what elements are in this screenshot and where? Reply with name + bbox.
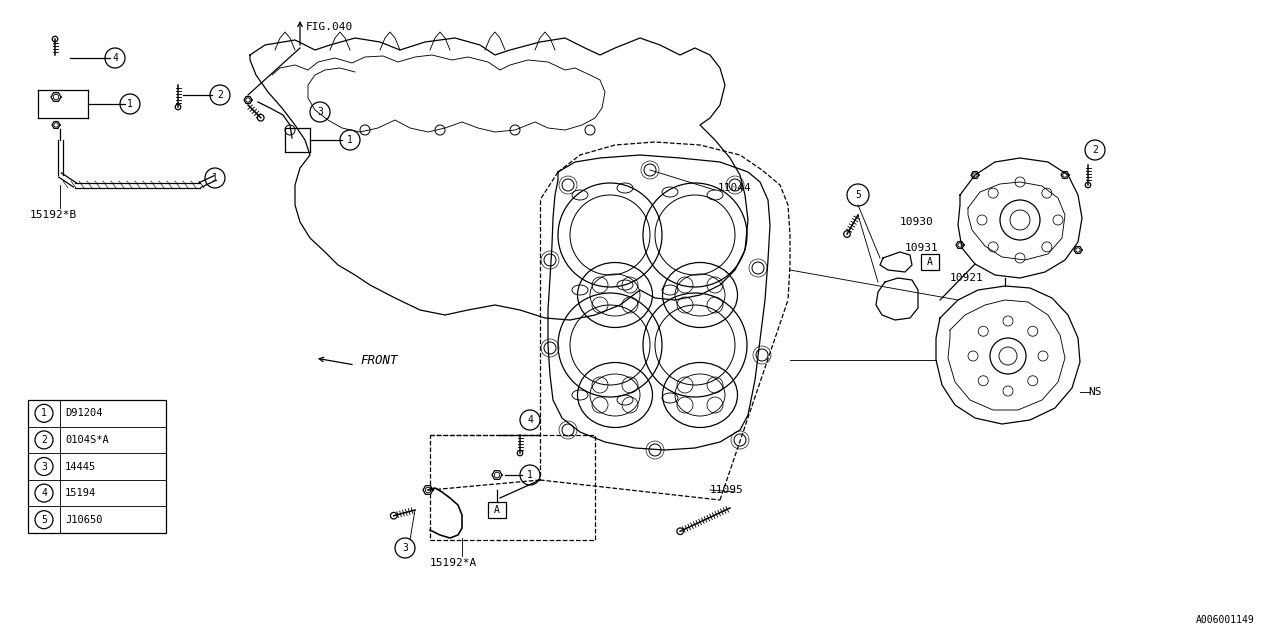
Text: 5: 5 — [855, 190, 861, 200]
Text: 2: 2 — [1092, 145, 1098, 155]
Text: 0104S*A: 0104S*A — [65, 435, 109, 445]
Text: 2: 2 — [41, 435, 47, 445]
Text: 1: 1 — [212, 173, 218, 183]
Text: 1: 1 — [127, 99, 133, 109]
Text: 15192*B: 15192*B — [29, 210, 77, 220]
Bar — [922, 254, 940, 270]
Text: 11095: 11095 — [710, 485, 744, 495]
Text: J10650: J10650 — [65, 515, 102, 525]
Text: 15192*A: 15192*A — [430, 558, 477, 568]
Text: 2: 2 — [218, 90, 223, 100]
Text: 4: 4 — [527, 415, 532, 425]
Text: 10931: 10931 — [905, 243, 938, 253]
Text: 3: 3 — [317, 107, 323, 117]
Text: 15194: 15194 — [65, 488, 96, 498]
Bar — [430, 435, 595, 540]
Text: 1: 1 — [527, 470, 532, 480]
Text: 3: 3 — [402, 543, 408, 553]
Text: 10921: 10921 — [950, 273, 984, 283]
Bar — [28, 400, 166, 533]
Text: 1: 1 — [347, 135, 353, 145]
Text: A006001149: A006001149 — [1197, 615, 1254, 625]
Text: FIG.040: FIG.040 — [306, 22, 353, 32]
Text: 10930: 10930 — [900, 217, 933, 227]
Text: 4: 4 — [113, 53, 118, 63]
Text: 4: 4 — [41, 488, 47, 498]
Bar — [488, 502, 506, 518]
Text: 3: 3 — [41, 461, 47, 472]
Text: 11044: 11044 — [718, 183, 751, 193]
Text: 14445: 14445 — [65, 461, 96, 472]
Text: NS: NS — [1088, 387, 1102, 397]
Text: 5: 5 — [41, 515, 47, 525]
Text: D91204: D91204 — [65, 408, 102, 419]
Text: 1: 1 — [41, 408, 47, 419]
Text: FRONT: FRONT — [360, 353, 398, 367]
Text: A: A — [927, 257, 933, 267]
Text: A: A — [494, 505, 500, 515]
